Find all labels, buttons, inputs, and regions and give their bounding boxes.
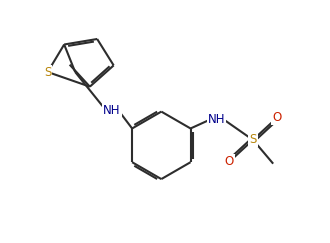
Text: S: S: [44, 66, 51, 78]
Text: S: S: [249, 133, 257, 146]
Text: NH: NH: [103, 104, 120, 117]
Text: NH: NH: [208, 113, 225, 126]
Text: O: O: [272, 111, 281, 124]
Text: O: O: [224, 155, 234, 168]
